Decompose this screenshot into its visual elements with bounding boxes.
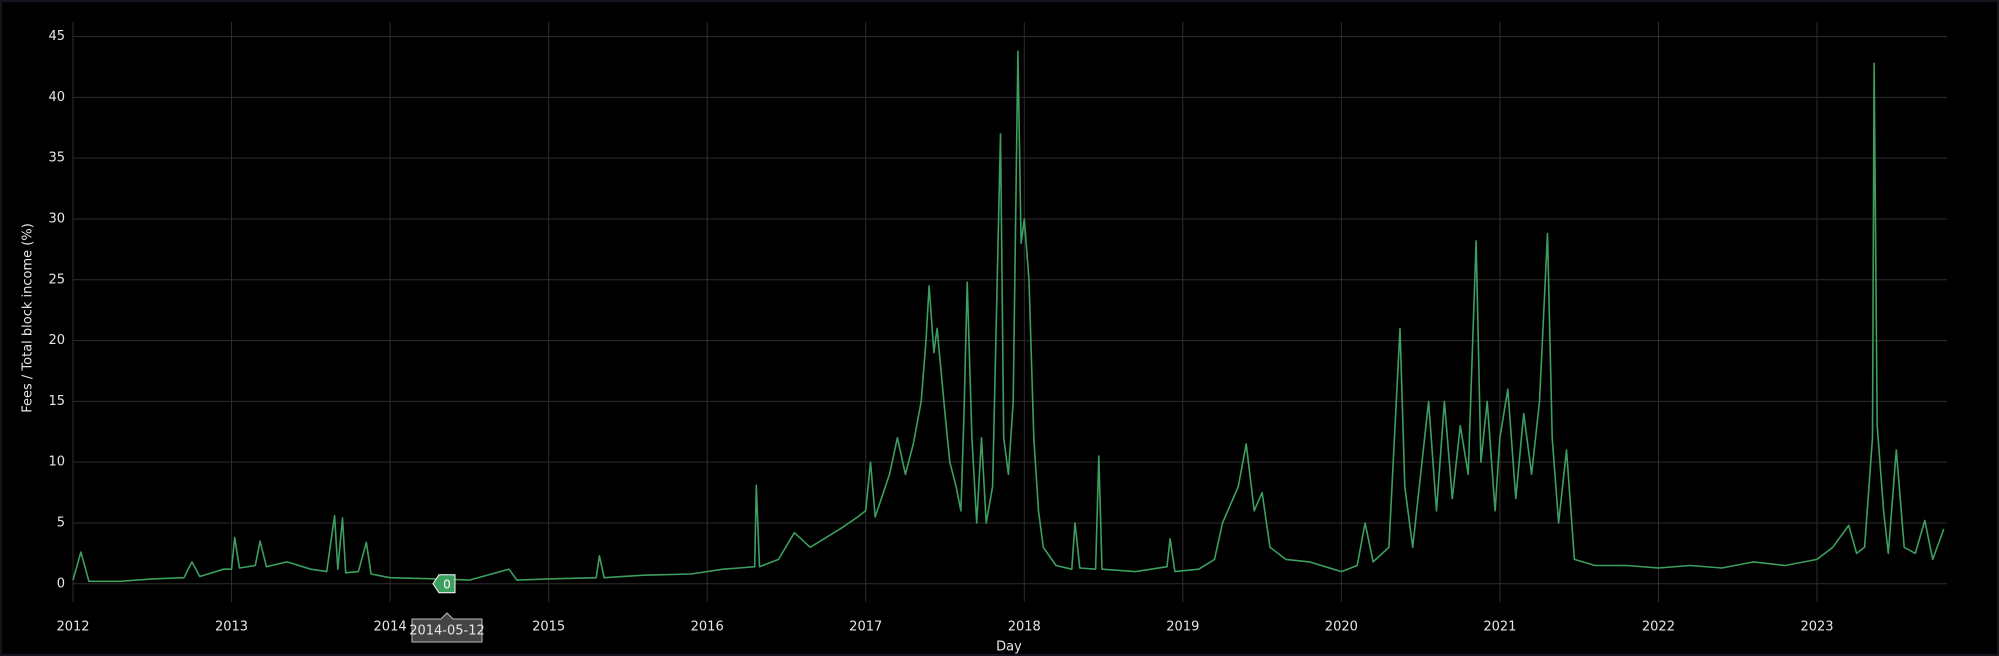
x-tick-label: 2017 xyxy=(849,620,882,635)
x-tick-label: 2014 xyxy=(374,620,407,635)
x-tick-label: 2016 xyxy=(691,620,724,635)
y-tick-label: 25 xyxy=(48,272,65,287)
plot-area xyxy=(73,22,1947,602)
x-tick-label: 2021 xyxy=(1483,620,1516,635)
y-tick-label: 20 xyxy=(48,333,65,348)
y-tick-label: 15 xyxy=(48,394,65,409)
tooltip-marker xyxy=(432,574,456,594)
y-tick-label: 10 xyxy=(48,455,65,470)
y-tick-label: 30 xyxy=(48,211,65,226)
y-axis-label: Fees / Total block income (%) xyxy=(21,223,36,413)
x-tick-label: 2012 xyxy=(56,620,89,635)
y-tick-label: 35 xyxy=(48,151,65,166)
y-tick-label: 40 xyxy=(48,90,65,105)
tooltip-date: 2014-05-12 xyxy=(409,624,485,639)
x-tick-label: 2019 xyxy=(1166,620,1199,635)
x-tick-label: 2023 xyxy=(1800,620,1833,635)
data-line xyxy=(72,50,1945,583)
x-tick-label: 2022 xyxy=(1642,620,1675,635)
y-tick-label: 5 xyxy=(57,515,65,530)
x-tick-label: 2015 xyxy=(532,620,565,635)
y-tick-label: 0 xyxy=(57,576,65,591)
y-tick-label: 45 xyxy=(48,29,65,44)
tooltip-value: 0 xyxy=(443,577,451,591)
x-tick-label: 2020 xyxy=(1325,620,1358,635)
x-tick-label: 2013 xyxy=(215,620,248,635)
x-axis-label: Day xyxy=(996,640,1022,655)
tooltip-date-box xyxy=(411,612,483,643)
x-tick-label: 2018 xyxy=(1008,620,1041,635)
